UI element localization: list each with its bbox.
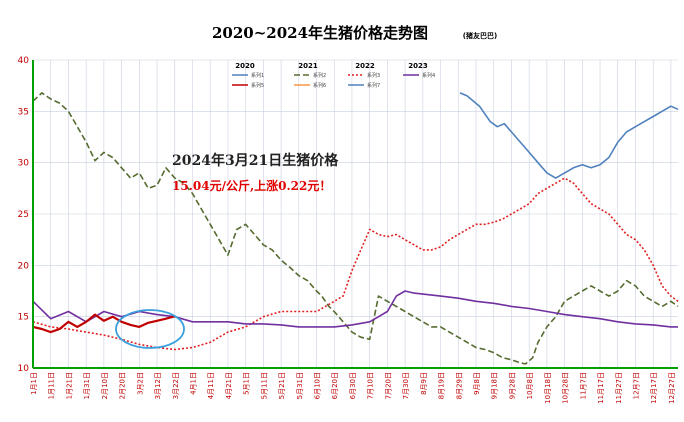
x-tick-label: 4月1日	[189, 372, 197, 395]
x-tick-label: 8月29日	[455, 372, 463, 399]
x-tick-label: 9月28日	[508, 372, 516, 399]
x-tick-label: 8月19日	[438, 372, 446, 399]
y-tick-label: 15	[18, 313, 29, 323]
x-tick-label: 1月31日	[83, 372, 91, 399]
chart-credit: (猪友巴巴)	[463, 31, 497, 40]
y-tick-label: 25	[18, 210, 29, 220]
x-tick-label: 4月11日	[207, 372, 215, 399]
y-tick-label: 20	[18, 261, 30, 271]
x-tick-label: 1月21日	[65, 372, 73, 399]
x-tick-label: 5月21日	[278, 372, 286, 399]
x-tick-label: 11月27日	[615, 372, 623, 404]
x-tick-label: 7月20日	[384, 372, 392, 399]
legend-label: 系列6	[313, 82, 326, 89]
chart-title: 2020~2024年生猪价格走势图	[212, 24, 428, 42]
annotation-line-2: 15.04元/公斤,上涨0.22元！	[172, 178, 331, 193]
x-tick-label: 11月7日	[579, 372, 587, 399]
grid	[32, 59, 678, 369]
x-tick-label: 1月11日	[48, 372, 56, 399]
x-tick-label: 12月17日	[650, 372, 658, 404]
legend-year: 2020	[235, 62, 255, 70]
x-tick-label: 2月20日	[119, 372, 127, 399]
legend-label: 系列4	[422, 72, 435, 79]
series-line-系列4	[32, 290, 678, 328]
x-tick-label: 11月17日	[597, 372, 605, 404]
legend-label: 系列7	[367, 82, 380, 89]
y-tick-label: 10	[18, 364, 30, 374]
x-tick-label: 5月1日	[243, 372, 251, 395]
series-lines	[32, 92, 679, 365]
x-tick-label: 9月18日	[491, 372, 499, 399]
y-axis: 10 15 20 25 30 35 40	[18, 56, 30, 374]
legend-year: 2021	[298, 62, 318, 70]
x-tick-label: 10月28日	[562, 372, 570, 404]
legend-year: 2022	[355, 62, 375, 70]
x-tick-label: 8月9日	[420, 372, 428, 395]
x-axis: 1月1日 1月11日 1月21日 1月31日 2月10日 2月20日 3月2日 3月12日 3月…	[30, 372, 676, 404]
legend-label: 系列2	[313, 72, 326, 79]
x-tick-label: 6月30日	[349, 372, 357, 399]
series-line-系列5	[32, 313, 176, 334]
x-tick-label: 4月21日	[225, 372, 233, 399]
x-tick-label: 2月10日	[101, 372, 109, 399]
legend: 2020 2021 2022 2023 系列1 系列2 系列3 系列4 系列5 系列6 系列7	[232, 62, 435, 89]
x-tick-label: 10月8日	[526, 372, 534, 399]
legend-year: 2023	[408, 62, 428, 70]
series-line-系列2	[32, 92, 679, 365]
x-tick-label: 7月10日	[367, 372, 375, 399]
x-tick-label: 10月18日	[544, 372, 552, 404]
x-tick-label: 1月1日	[30, 372, 38, 395]
y-tick-label: 35	[18, 107, 29, 117]
x-tick-label: 12月7日	[632, 372, 640, 399]
x-tick-label: 5月11日	[260, 372, 268, 399]
legend-label: 系列1	[251, 72, 264, 79]
x-tick-label: 3月12日	[154, 372, 162, 399]
annotation-line-1: 2024年3月21日生猪价格	[172, 152, 339, 169]
x-tick-label: 6月20日	[331, 372, 339, 399]
x-tick-label: 6月10日	[314, 372, 322, 399]
x-tick-label: 9月8日	[473, 372, 481, 395]
x-tick-label: 7月30日	[402, 372, 410, 399]
x-tick-label: 3月2日	[136, 372, 144, 395]
legend-label: 系列3	[367, 72, 380, 79]
x-tick-label: 3月22日	[172, 372, 180, 399]
y-tick-label: 40	[18, 56, 30, 66]
legend-label: 系列5	[251, 82, 264, 89]
y-tick-label: 30	[18, 159, 30, 169]
series-line-系列3	[32, 177, 679, 351]
series-line-系列1	[459, 92, 679, 179]
x-tick-label: 12月27日	[668, 372, 676, 404]
highlight-ellipse	[115, 309, 185, 349]
x-tick-label: 5月31日	[296, 372, 304, 399]
